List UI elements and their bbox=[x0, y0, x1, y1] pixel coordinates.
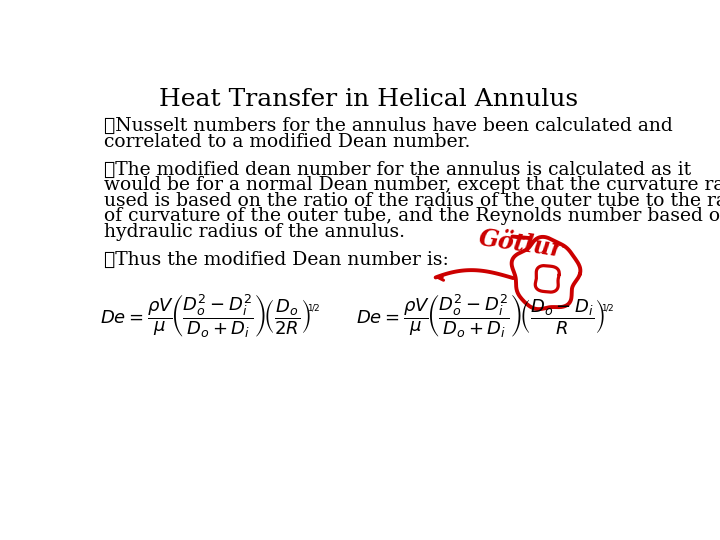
Text: ❖The modified dean number for the annulus is calculated as it: ❖The modified dean number for the annulu… bbox=[104, 161, 691, 179]
Text: hydraulic radius of the annulus.: hydraulic radius of the annulus. bbox=[104, 222, 405, 241]
Text: Götlur: Götlur bbox=[477, 226, 565, 262]
Text: used is based on the ratio of the radius of the outer tube to the radius: used is based on the ratio of the radius… bbox=[104, 192, 720, 210]
Text: $\mathit{De} = \dfrac{\rho V}{\mu} \!\left( \dfrac{D_o^2 - D_i^2}{D_o + D_i} \ri: $\mathit{De} = \dfrac{\rho V}{\mu} \!\le… bbox=[356, 292, 614, 339]
Text: of curvature of the outer tube, and the Reynolds number based on the: of curvature of the outer tube, and the … bbox=[104, 207, 720, 225]
Text: correlated to a modified Dean number.: correlated to a modified Dean number. bbox=[104, 132, 470, 151]
Text: would be for a normal Dean number, except that the curvature ratio: would be for a normal Dean number, excep… bbox=[104, 177, 720, 194]
Text: ❖Thus the modified Dean number is:: ❖Thus the modified Dean number is: bbox=[104, 251, 449, 269]
Text: Heat Transfer in Helical Annulus: Heat Transfer in Helical Annulus bbox=[159, 88, 579, 111]
Text: ❖Nusselt numbers for the annulus have been calculated and: ❖Nusselt numbers for the annulus have be… bbox=[104, 117, 672, 135]
Text: $\mathit{De} = \dfrac{\rho V}{\mu} \!\left( \dfrac{D_o^2 - D_i^2}{D_o + D_i} \ri: $\mathit{De} = \dfrac{\rho V}{\mu} \!\le… bbox=[100, 292, 320, 339]
